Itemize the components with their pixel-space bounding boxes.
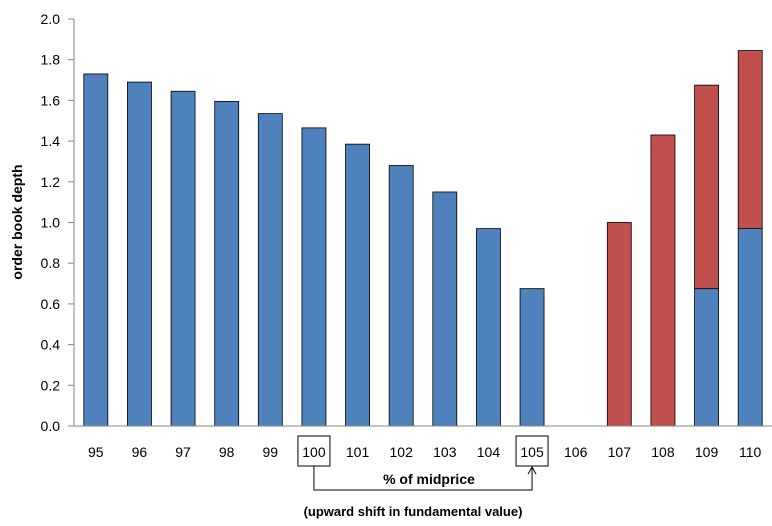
bar-101-series-1 bbox=[345, 143, 370, 427]
y-tick-label: 0.0 bbox=[41, 418, 61, 434]
x-tick-label: 109 bbox=[695, 444, 719, 460]
x-tick-label: 110 bbox=[739, 444, 762, 460]
x-axis-title: % of midprice bbox=[383, 471, 475, 487]
y-tick-label: 1.8 bbox=[41, 52, 61, 68]
bar-102-series-1 bbox=[388, 165, 414, 427]
x-tick-label: 108 bbox=[651, 444, 675, 460]
bars bbox=[83, 50, 763, 427]
bar-105-series-1 bbox=[519, 288, 545, 427]
shift-bracket-line bbox=[313, 466, 533, 491]
bar-99-series-1 bbox=[257, 113, 283, 427]
shift-annotation-label: (upward shift in fundamental value) bbox=[304, 504, 523, 519]
x-tick-label: 104 bbox=[477, 444, 501, 460]
y-axis-title: order book depth bbox=[9, 164, 25, 279]
shift-annotation bbox=[313, 465, 537, 491]
y-tick-label: 1.0 bbox=[41, 215, 61, 231]
bar-96-series-1 bbox=[127, 81, 152, 427]
tick-labels: 0.0 0.2 0.4 0.6 0.8 1.0 1.2 1.4 1.6 1.8 2.0 95 96 97 9… bbox=[41, 11, 762, 467]
x-tick-label: 96 bbox=[132, 444, 148, 460]
y-tick-label: 0.2 bbox=[41, 377, 61, 393]
y-tick-label: 2.0 bbox=[41, 11, 61, 27]
x-tick-label: 97 bbox=[175, 444, 191, 460]
bar-98-series-1 bbox=[214, 101, 240, 427]
x-tick-label: 103 bbox=[433, 444, 457, 460]
shift-arrow-head bbox=[527, 465, 537, 475]
bar-108-series-2 bbox=[650, 134, 676, 427]
y-tick-label: 1.2 bbox=[41, 174, 61, 190]
x-tick-label: 105 bbox=[520, 444, 544, 460]
x-tick-label: 102 bbox=[390, 444, 414, 460]
bar-104-series-1 bbox=[476, 228, 501, 427]
bar-103-series-1 bbox=[432, 191, 458, 427]
x-tick-label: 106 bbox=[564, 444, 588, 460]
x-tick-label: 100 bbox=[302, 444, 326, 460]
y-tick-label: 0.6 bbox=[41, 296, 61, 312]
x-tick-label: 95 bbox=[88, 444, 104, 460]
x-tick-label: 107 bbox=[608, 444, 632, 460]
x-tick-label: 101 bbox=[346, 444, 370, 460]
bar-110-series-1 bbox=[737, 228, 763, 427]
x-tick-label: 98 bbox=[219, 444, 235, 460]
bar-95-series-1 bbox=[83, 73, 109, 427]
axes bbox=[68, 18, 772, 427]
y-tick-label: 0.8 bbox=[41, 255, 61, 271]
bar-110-series-2 bbox=[737, 50, 763, 229]
y-tick-label: 0.4 bbox=[41, 337, 61, 353]
y-tick-label: 1.4 bbox=[41, 133, 61, 149]
bar-109-series-2 bbox=[694, 84, 719, 290]
x-tick-label: 99 bbox=[263, 444, 279, 460]
y-tick-label: 1.6 bbox=[41, 92, 61, 108]
bar-100-series-1 bbox=[301, 127, 327, 427]
bar-109-series-1 bbox=[694, 288, 719, 427]
bar-97-series-1 bbox=[170, 90, 196, 427]
bar-107-series-2 bbox=[606, 222, 632, 427]
